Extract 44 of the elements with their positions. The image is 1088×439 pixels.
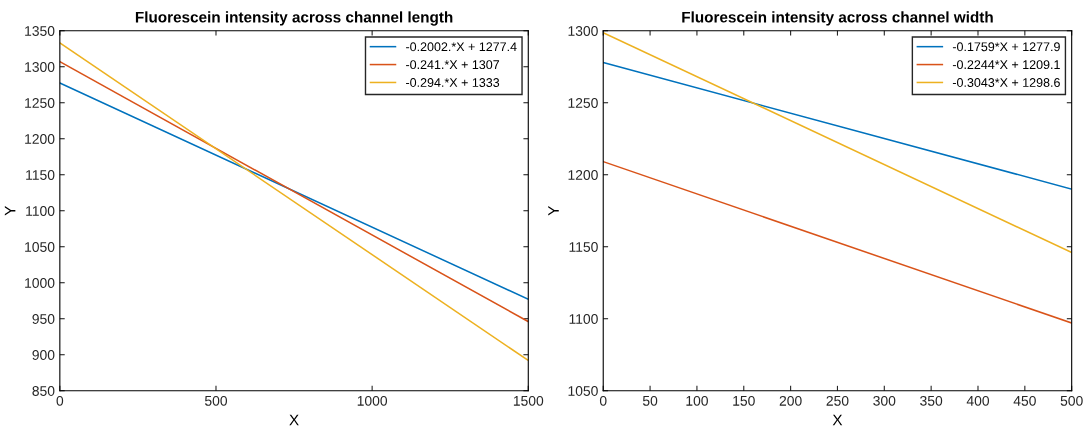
x-tick-label: 0 bbox=[56, 395, 64, 406]
x-tick-label: 350 bbox=[920, 395, 943, 406]
y-tick-label: 1100 bbox=[569, 314, 598, 324]
y-tick-label: 1050 bbox=[568, 386, 598, 396]
y-tick-label: 1100 bbox=[26, 206, 55, 216]
y-tick-label: 1350 bbox=[25, 26, 55, 36]
chart-title: Fluorescein intensity across channel length bbox=[135, 11, 453, 26]
x-tick-label: 1000 bbox=[357, 395, 388, 406]
legend-label: -0.2002.*X + 1277.4 bbox=[406, 42, 517, 52]
y-tick-label: 1150 bbox=[26, 170, 55, 180]
x-tick-label: 0 bbox=[599, 395, 607, 406]
x-tick-label: 300 bbox=[873, 395, 896, 406]
y-tick-label: 1300 bbox=[568, 26, 598, 36]
legend-label: -0.294.*X + 1333 bbox=[406, 78, 500, 87]
legend-label: -0.1759*X + 1277.9 bbox=[952, 42, 1060, 52]
x-tick-label: 100 bbox=[686, 395, 708, 406]
legend-label: -0.2244*X + 1209.1 bbox=[952, 60, 1060, 70]
y-tick-label: 1250 bbox=[568, 98, 598, 108]
x-tick-label: 150 bbox=[733, 395, 755, 406]
x-tick-label: 500 bbox=[204, 395, 228, 406]
x-tick-label: 200 bbox=[779, 395, 802, 406]
y-tick-label: 1200 bbox=[25, 134, 55, 144]
y-tick-label: 900 bbox=[32, 350, 55, 360]
x-axis-title: X bbox=[289, 414, 299, 426]
x-tick-label: 50 bbox=[642, 395, 658, 406]
y-tick-label: 1150 bbox=[569, 242, 598, 252]
legend-label: -0.3043*X + 1298.6 bbox=[952, 78, 1060, 87]
x-tick-label: 250 bbox=[826, 395, 849, 406]
y-axis-title: Y bbox=[548, 205, 559, 216]
y-tick-label: 950 bbox=[32, 314, 55, 324]
x-tick-label: 450 bbox=[1013, 395, 1036, 406]
y-tick-label: 1050 bbox=[25, 242, 55, 252]
x-tick-label: 500 bbox=[1060, 395, 1083, 406]
x-axis-title: X bbox=[832, 414, 843, 426]
y-axis-title: Y bbox=[4, 205, 16, 216]
y-tick-label: 1000 bbox=[25, 278, 55, 288]
y-tick-label: 1200 bbox=[568, 170, 598, 180]
x-tick-label: 1500 bbox=[513, 395, 544, 406]
chart-title: Fluorescein intensity across channel width bbox=[682, 11, 993, 26]
legend-label: -0.241.*X + 1307 bbox=[406, 60, 500, 70]
y-tick-label: 1250 bbox=[25, 98, 55, 108]
y-tick-label: 850 bbox=[32, 386, 55, 396]
y-tick-label: 1300 bbox=[25, 62, 55, 72]
x-tick-label: 400 bbox=[966, 395, 990, 406]
